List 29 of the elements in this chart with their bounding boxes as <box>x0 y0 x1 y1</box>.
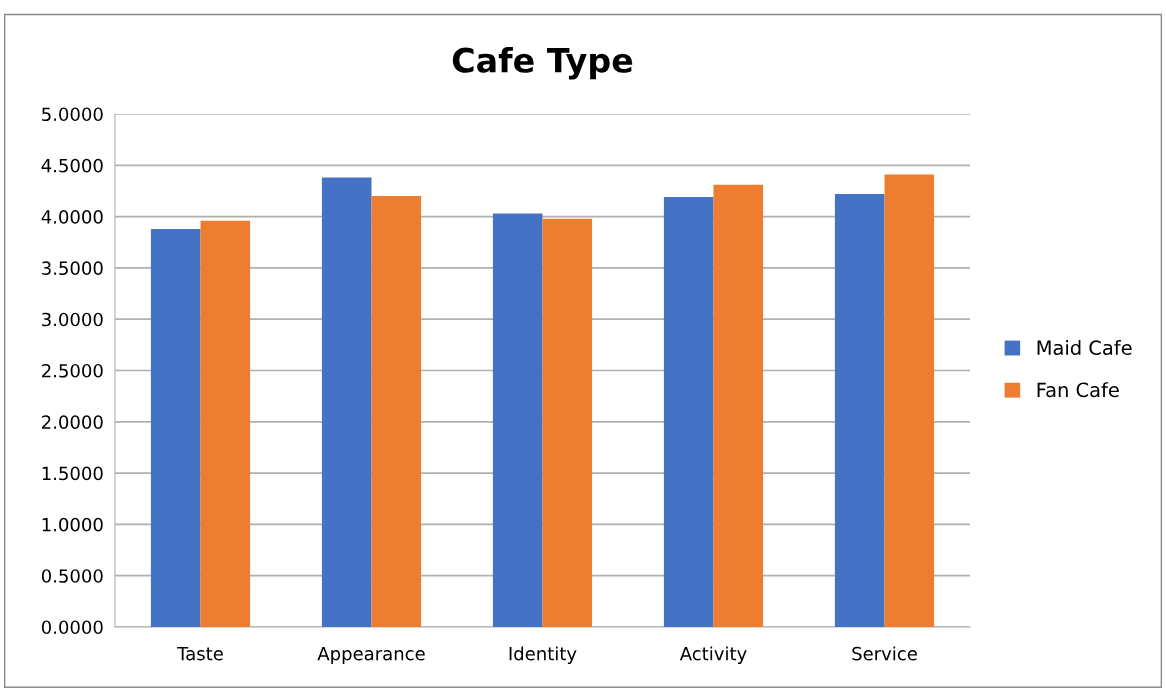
y-tick-label: 5.0000 <box>42 107 103 122</box>
x-tick-label: Identity <box>509 646 577 664</box>
bar <box>542 218 593 627</box>
y-tick-label: 4.0000 <box>41 210 103 224</box>
bar <box>663 197 714 627</box>
y-tick-label: 0.5000 <box>41 569 103 583</box>
x-tick-label: Service <box>852 646 917 661</box>
y-tick-label: 1.5000 <box>42 466 103 481</box>
legend-label: Fan Cafe <box>1037 382 1119 398</box>
legend-label: Maid Cafe <box>1037 340 1132 356</box>
y-tick-label: 2.5000 <box>42 363 103 378</box>
bar <box>713 184 764 627</box>
y-tick-label: 3.5000 <box>42 261 103 276</box>
bar <box>884 174 935 627</box>
chart-title: Cafe Type <box>452 47 633 80</box>
x-tick-label: Taste <box>177 647 223 661</box>
y-tick-label: 0.0000 <box>41 620 103 635</box>
x-tick-label: Activity <box>679 646 747 664</box>
bar <box>200 220 251 627</box>
y-tick-label: 3.0000 <box>42 312 103 327</box>
bar <box>371 196 422 627</box>
bar <box>834 194 885 627</box>
y-tick-label: 2.0000 <box>42 415 103 429</box>
x-tick-label: Appearance <box>317 647 425 664</box>
y-tick-label: 1.0000 <box>42 517 103 532</box>
bar <box>321 177 372 627</box>
y-tick-label: 4.5000 <box>41 158 103 173</box>
bar <box>150 228 201 627</box>
bar <box>492 213 543 627</box>
